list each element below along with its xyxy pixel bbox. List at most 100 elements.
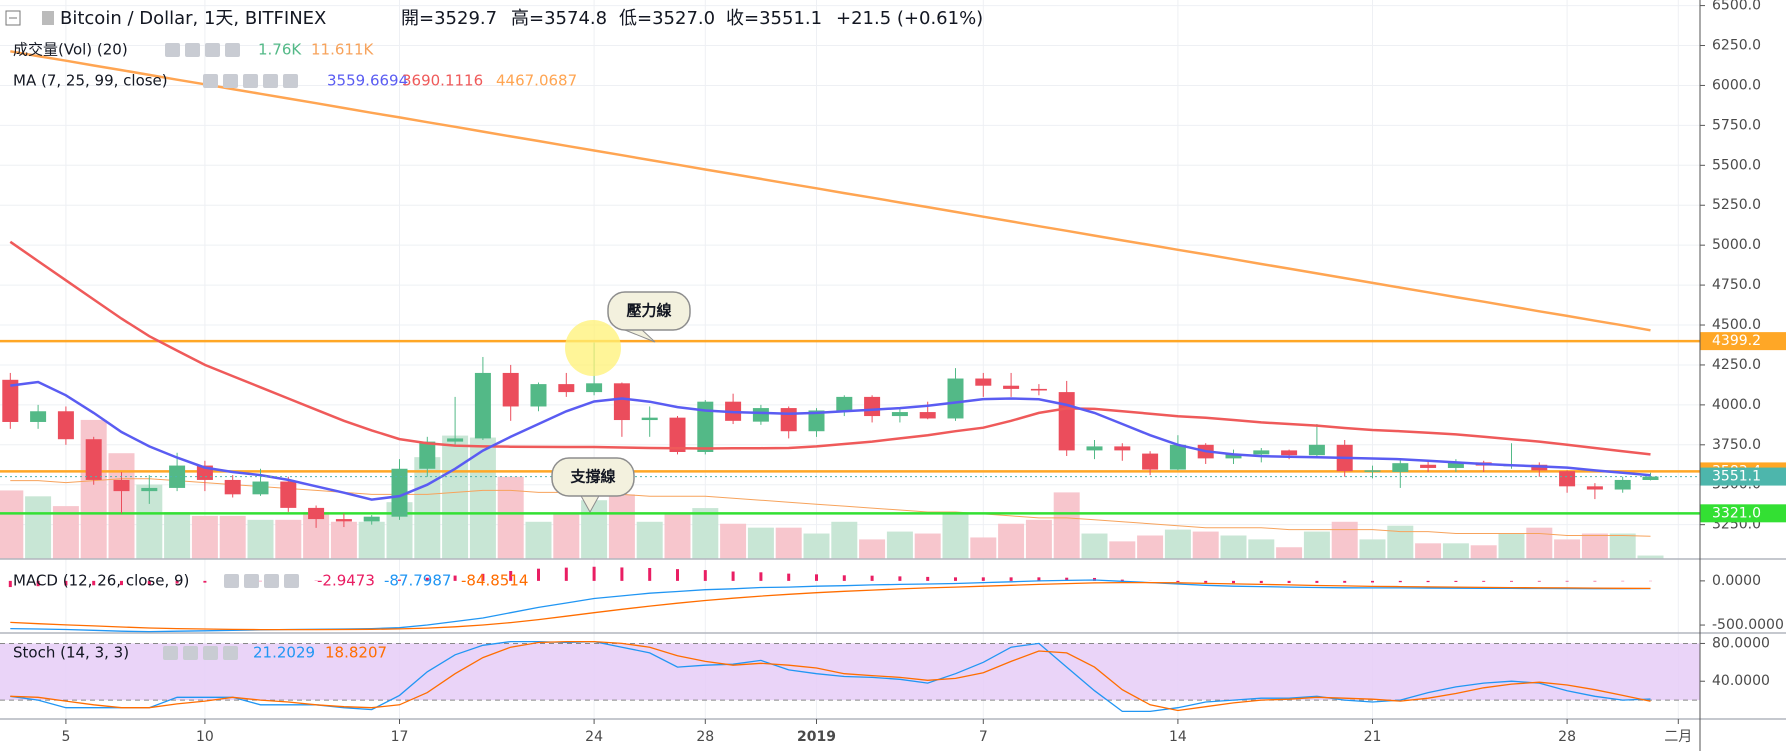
- macd-histogram-bar: [1037, 577, 1041, 581]
- legend-icon[interactable]: [163, 646, 178, 660]
- candle-body: [780, 408, 797, 432]
- candle-body: [919, 412, 936, 419]
- candle-body: [447, 438, 464, 442]
- ma25-line: [9, 240, 1651, 456]
- stoch-line: [10, 640, 1651, 713]
- candle-body: [975, 378, 992, 386]
- candle-body: [252, 481, 269, 495]
- legend-icon[interactable]: [243, 74, 258, 88]
- candle-body: [419, 441, 436, 469]
- candle-body: [530, 384, 547, 407]
- legend-icon[interactable]: [225, 43, 240, 57]
- price-label: 4399.2: [1712, 333, 1761, 349]
- legend-icon[interactable]: [283, 74, 298, 88]
- stoch-legend[interactable]: Stoch (14, 3, 3): [13, 644, 129, 662]
- legend-icon[interactable]: [185, 43, 200, 57]
- macd-histogram-bar: [1510, 580, 1513, 582]
- price-label-box: [1700, 332, 1786, 351]
- legend-icon[interactable]: [264, 574, 279, 588]
- volume-bar: [553, 513, 580, 559]
- candle-body: [113, 479, 130, 492]
- macd-histogram-bar: [398, 579, 401, 581]
- y-tick-label: 3750.0: [1712, 437, 1761, 453]
- volume-bar: [998, 523, 1025, 559]
- candle-body: [1420, 464, 1437, 468]
- volume-legend[interactable]: 成交量(Vol) (20): [13, 41, 128, 59]
- candle-body: [1058, 392, 1075, 451]
- volume-bar: [469, 437, 496, 559]
- macd-line: [10, 581, 1651, 631]
- macd-histogram-bar: [1176, 580, 1180, 583]
- ma-value: 3690.1116: [402, 72, 483, 90]
- candle-body: [391, 468, 408, 517]
- macd-histogram-bar: [676, 569, 679, 581]
- macd-histogram-bar: [954, 577, 957, 581]
- volume-bar: [1081, 533, 1108, 559]
- y-tick-label: 4750.0: [1712, 277, 1761, 293]
- legend-icon[interactable]: [244, 574, 259, 588]
- legend-icon[interactable]: [284, 574, 299, 588]
- candle-body: [224, 479, 241, 495]
- legend-icon[interactable]: [224, 574, 239, 588]
- volume-bar: [581, 500, 608, 559]
- symbol-title[interactable]: Bitcoin / Dollar, 1天, BITFINEX: [60, 8, 326, 29]
- candle-body: [613, 383, 630, 421]
- macd-legend[interactable]: MACD (12, 26, close, 9): [13, 572, 189, 590]
- volume-bar: [1498, 533, 1525, 559]
- macd-histogram-bar: [1065, 577, 1069, 581]
- annotation-text: 壓力線: [626, 302, 671, 320]
- legend-icon[interactable]: [205, 43, 220, 57]
- volume-bar: [25, 496, 52, 559]
- x-tick-label: 14: [1169, 729, 1187, 745]
- macd-histogram-bar: [203, 580, 207, 583]
- volume-bar: [1303, 531, 1330, 559]
- macd-histogram-bar: [8, 580, 12, 588]
- volume-bar: [497, 476, 524, 559]
- macd-histogram-bar: [1593, 580, 1597, 582]
- y-tick-label: 4250.0: [1712, 357, 1761, 373]
- volume-bar: [692, 508, 719, 559]
- candle-body: [641, 417, 658, 421]
- volume-bar: [664, 513, 691, 559]
- y-tick-label: 4000.0: [1712, 397, 1761, 413]
- legend-icon[interactable]: [203, 74, 218, 88]
- macd-histogram-bar: [36, 580, 40, 587]
- ma-legend[interactable]: MA (7, 25, 99, close): [13, 72, 168, 90]
- x-tick-label: 21: [1364, 729, 1382, 745]
- volume-bar: [1248, 539, 1275, 559]
- legend-icon[interactable]: [183, 646, 198, 660]
- candle-body: [2, 379, 19, 422]
- legend-icon[interactable]: [165, 43, 180, 57]
- candle-body: [1169, 444, 1186, 470]
- macd-histogram-bar: [1259, 580, 1263, 584]
- candle-body: [308, 507, 325, 520]
- candle-body: [474, 372, 491, 439]
- legend-icon[interactable]: [223, 646, 238, 660]
- macd-histogram-bar: [1343, 580, 1347, 583]
- candle-body: [1086, 446, 1103, 451]
- x-tick-label: 28: [1558, 729, 1576, 745]
- candle-body: [864, 396, 881, 417]
- collapse-icon[interactable]: [5, 10, 21, 26]
- macd-histogram-bar: [648, 567, 652, 581]
- volume-bar: [608, 494, 635, 559]
- volume-bar: [942, 513, 969, 559]
- candle-body: [1030, 388, 1047, 391]
- y-tick-label: -500.0000: [1712, 617, 1784, 633]
- volume-bar: [1164, 529, 1191, 559]
- legend-icon[interactable]: [223, 74, 238, 88]
- legend-icon[interactable]: [263, 74, 278, 88]
- volume-bar: [1276, 547, 1303, 559]
- volume-bar: [1415, 543, 1442, 559]
- legend-icon[interactable]: [203, 646, 218, 660]
- y-tick-label: 5500.0: [1712, 157, 1761, 173]
- candle-body: [1642, 476, 1659, 480]
- macd-histogram-bar: [64, 580, 68, 586]
- candle-body: [335, 519, 352, 522]
- volume-bar: [1526, 527, 1553, 559]
- open-label: 開=3529.7: [401, 8, 497, 29]
- x-tick-label: 7: [979, 729, 988, 745]
- macd-histogram-bar: [564, 567, 568, 581]
- macd-histogram-bar: [731, 571, 735, 581]
